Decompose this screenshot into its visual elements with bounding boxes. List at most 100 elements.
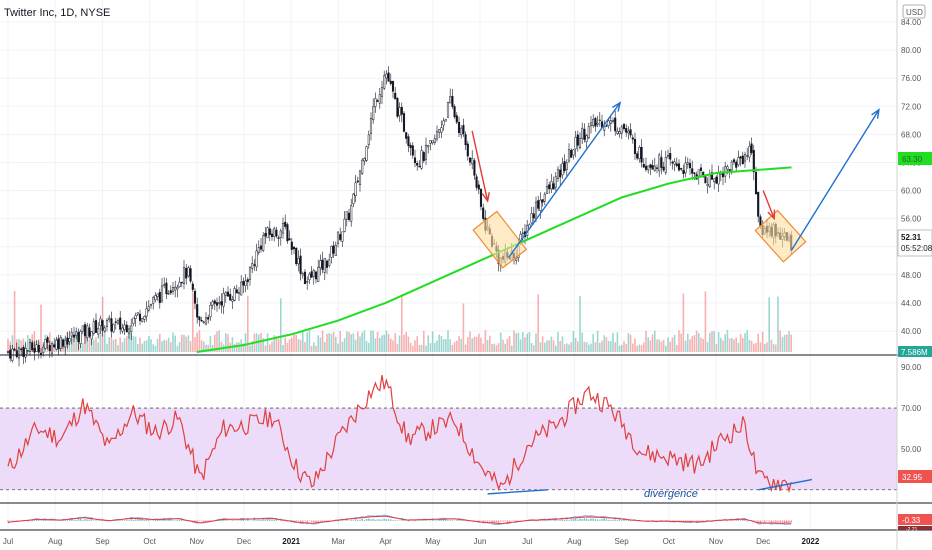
candle-body (50, 343, 54, 354)
candle-body (53, 344, 56, 348)
volume-bar (761, 331, 764, 352)
macd-histogram-bar (242, 519, 245, 521)
volume-bar (266, 333, 269, 352)
macd-histogram-bar (126, 519, 128, 521)
candle-body (691, 168, 694, 174)
macd-histogram-bar (368, 518, 370, 521)
candle-body (620, 126, 623, 134)
blue-arrow (790, 109, 880, 251)
candle-body (130, 325, 133, 332)
candle-body (424, 144, 428, 160)
volume-bar (764, 344, 766, 352)
volume-bar (332, 331, 335, 352)
macd-histogram-bar (407, 520, 410, 522)
volume-bar (183, 334, 185, 352)
volume-bar (651, 334, 654, 352)
macd-histogram-bar (614, 519, 616, 521)
candle-body (198, 316, 201, 321)
volume-bar (475, 336, 478, 352)
macd-histogram-bar (73, 520, 75, 521)
candle-body (215, 302, 219, 306)
candle-body (570, 149, 573, 158)
macd-histogram-bar (770, 520, 773, 523)
candle-body (686, 162, 689, 165)
candle-body (752, 150, 755, 173)
candle-body (587, 126, 590, 139)
volume-bar (361, 332, 363, 352)
candle-body (394, 92, 397, 100)
volume-bar (326, 333, 328, 352)
candle-body (649, 164, 652, 168)
candle-body (389, 80, 392, 84)
volume-bar (423, 331, 425, 352)
candle-body (44, 339, 47, 349)
volume-bar (104, 331, 106, 352)
macd-histogram-bar (739, 520, 742, 522)
price-tick-label: 84.00 (901, 18, 922, 27)
candle-body (83, 324, 87, 337)
macd-histogram-bar (357, 519, 359, 521)
volume-bar (489, 335, 491, 352)
volume-bar (93, 339, 95, 352)
volume-bar (112, 339, 115, 352)
candle-body (471, 158, 474, 165)
candle-body (699, 167, 703, 171)
candle-body (297, 258, 300, 265)
volume-bar (654, 330, 656, 352)
macd-histogram-bar (625, 520, 627, 521)
macd-histogram-bar (706, 520, 709, 521)
macd-histogram-bar (577, 519, 579, 521)
candle-body (655, 167, 659, 169)
volume-bar (612, 332, 614, 352)
volume-bar (352, 333, 355, 352)
volume-bar (117, 345, 119, 352)
candle-body (143, 315, 146, 320)
candle-body (222, 293, 225, 307)
macd-pane (7, 514, 792, 526)
macd-histogram-bar (456, 520, 458, 521)
macd-histogram-bar (383, 518, 385, 521)
candle-body (438, 129, 441, 133)
volume-bar (486, 339, 489, 352)
candle-body (244, 280, 247, 286)
candle-body (277, 237, 280, 239)
volume-bar (126, 336, 128, 352)
macd-histogram-bar (95, 520, 97, 522)
volume-bar (610, 341, 612, 352)
candle-body (563, 161, 566, 172)
macd-histogram-bar (583, 518, 586, 521)
volume-bar (310, 345, 313, 352)
macd-histogram-bar (97, 520, 99, 522)
time-tick-label: Nov (190, 537, 204, 546)
macd-histogram-bar (449, 520, 451, 521)
red-arrow-head (767, 209, 776, 221)
candle-body (20, 348, 23, 351)
volume-bar (163, 339, 165, 352)
macd-histogram-bar (506, 520, 509, 523)
volume-bar (467, 337, 469, 352)
macd-histogram-bar (574, 518, 577, 521)
macd-histogram-bar (425, 520, 427, 521)
macd-histogram-bar (610, 520, 612, 521)
volume-bar (218, 330, 220, 352)
volume-bar (220, 341, 223, 352)
candle-body (658, 154, 661, 172)
blue-arrow (508, 102, 621, 258)
candle-body (400, 107, 403, 115)
macd-histogram-bar (321, 520, 324, 522)
macd-histogram-bar (568, 520, 570, 521)
volume-bar (447, 330, 449, 352)
macd-histogram-bar (71, 519, 73, 521)
volume-bar (295, 334, 297, 352)
volume-bar (781, 337, 784, 352)
macd-histogram-bar (434, 520, 436, 521)
volume-bar (471, 338, 473, 352)
macd-histogram-bar (374, 519, 377, 521)
volume-bar (192, 292, 194, 352)
volume-bar (328, 333, 330, 352)
volume-bar (390, 338, 392, 352)
volume-bar (530, 343, 533, 352)
macd-histogram-bar (561, 519, 564, 521)
macd-histogram-bar (759, 520, 762, 523)
